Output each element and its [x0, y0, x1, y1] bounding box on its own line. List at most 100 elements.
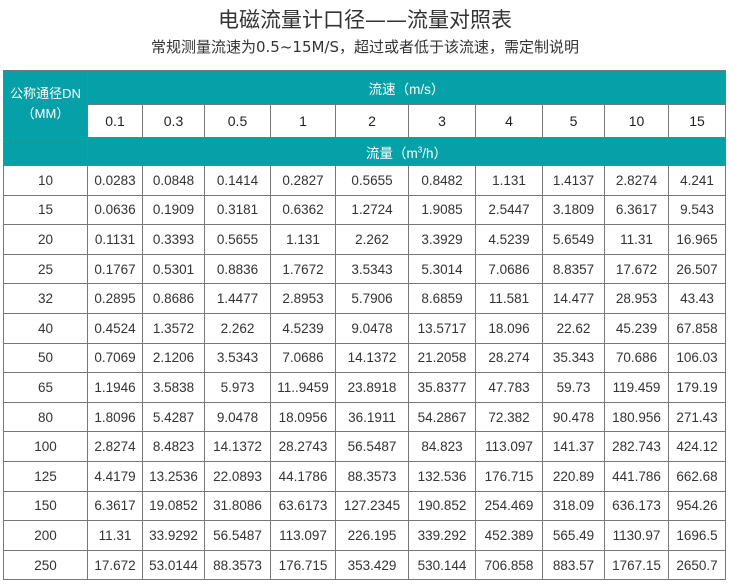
flow-cell: 72.382 [475, 401, 543, 433]
flow-cell: 43.43 [667, 283, 727, 314]
flow-header: 流量（m3/h） [86, 137, 727, 166]
flow-cell: 220.89 [542, 460, 605, 492]
flow-cell: 452.389 [475, 520, 543, 551]
flow-cell: 339.292 [408, 520, 476, 551]
table-row: 250 17.672 53.0144 88.3573 176.715 353.429 530… [3, 549, 727, 581]
dn-cell: 15 [3, 194, 88, 226]
flow-cell: 3.5343 [335, 253, 409, 285]
flow-cell: 6.3617 [87, 490, 143, 522]
flow-cell: 13.2536 [142, 460, 205, 492]
flow-cell: 28.953 [604, 283, 669, 314]
dn-cell: 80 [3, 401, 88, 433]
flow-cell: 31.8086 [204, 490, 271, 522]
table-row: 15 0.0636 0.1909 0.3181 0.6362 1.2724 1.9085 2.… [3, 194, 727, 226]
table-row: 40 0.4524 1.3572 2.262 4.5239 9.0478 13.5717 18… [3, 312, 727, 344]
flow-cell: 226.195 [335, 520, 409, 551]
flow-cell: 13.5717 [408, 312, 476, 344]
dn-cell: 250 [3, 549, 88, 581]
flow-cell: 0.6362 [270, 194, 336, 226]
velocity-cell: 3 [408, 104, 476, 138]
flow-cell: 0.1414 [204, 165, 271, 196]
flow-cell: 0.8836 [204, 253, 271, 285]
table-row: 200 11.31 33.9292 56.5487 113.097 226.195 339.… [3, 520, 727, 551]
flow-cell: 11..9459 [270, 372, 336, 403]
flow-header-suffix: /h） [422, 145, 447, 161]
flow-cell: 106.03 [667, 342, 727, 374]
flow-cell: 56.5487 [204, 520, 271, 551]
dn-cell: 150 [3, 490, 88, 522]
velocity-row: 0.1 0.3 0.5 1 2 3 4 5 10 15 [4, 104, 727, 138]
flow-cell: 176.715 [270, 549, 336, 581]
flow-cell: 1767.15 [604, 549, 669, 581]
dn-cell: 100 [3, 431, 88, 462]
flow-cell: 2.5447 [475, 194, 543, 226]
flow-cell: 1696.5 [667, 520, 727, 551]
flow-cell: 4.5239 [270, 312, 336, 344]
flow-cell: 3.5838 [142, 372, 205, 403]
flow-cell: 22.0893 [204, 460, 271, 492]
flow-cell: 0.4524 [87, 312, 143, 344]
flow-cell: 3.5343 [204, 342, 271, 374]
flow-cell: 35.8377 [408, 372, 476, 403]
flow-cell: 23.8918 [335, 372, 409, 403]
table-row: 50 0.7069 2.1206 3.5343 7.0686 14.1372 21.2058… [3, 342, 727, 374]
flow-cell: 4.4179 [87, 460, 143, 492]
flow-cell: 179.19 [667, 372, 727, 403]
table-row: 65 1.1946 3.5838 5.973 11..9459 23.8918 35.837… [3, 372, 727, 403]
flow-cell: 176.715 [475, 460, 543, 492]
flow-cell: 17.672 [604, 253, 669, 285]
flow-cell: 14.1372 [335, 342, 409, 374]
flow-cell: 88.3573 [204, 549, 271, 581]
flow-cell: 0.3181 [204, 194, 271, 226]
dn-cell: 50 [3, 342, 88, 374]
dn-cell: 65 [3, 372, 88, 403]
flow-cell: 0.2827 [270, 165, 336, 196]
flow-cell: 353.429 [335, 549, 409, 581]
flow-cell: 1.1946 [87, 372, 143, 403]
flow-cell: 44.1786 [270, 460, 336, 492]
flow-cell: 17.672 [87, 549, 143, 581]
flow-cell: 2.262 [335, 224, 409, 255]
flow-cell: 0.5301 [142, 253, 205, 285]
flow-cell: 0.5655 [335, 165, 409, 196]
flow-cell: 7.0686 [270, 342, 336, 374]
flow-cell: 5.6549 [542, 224, 605, 255]
velocity-cell: 4 [475, 104, 543, 138]
dn-header: 公称通径DN （MM） [3, 70, 88, 138]
flow-cell: 565.49 [542, 520, 605, 551]
flow-header-prefix: 流量（m [366, 145, 418, 161]
flow-cell: 47.783 [475, 372, 543, 403]
flow-cell: 1.131 [270, 224, 336, 255]
page-title: 电磁流量计口径——流量对照表 [218, 8, 512, 32]
flow-cell: 84.823 [408, 431, 476, 462]
flow-cell: 0.8686 [142, 283, 205, 314]
dn-cell: 10 [3, 165, 88, 196]
velocity-header: 流速（m/s） [86, 70, 727, 105]
flow-cell: 0.5655 [204, 224, 271, 255]
velocity-cell: 0.5 [204, 104, 271, 138]
flow-cell: 63.6173 [270, 490, 336, 522]
velocity-cell: 10 [604, 104, 669, 138]
flow-cell: 5.4287 [142, 401, 205, 433]
flow-cell: 11.581 [475, 283, 543, 314]
flow-cell: 113.097 [475, 431, 543, 462]
flow-cell: 2650.7 [667, 549, 727, 581]
flow-cell: 0.7069 [87, 342, 143, 374]
flow-cell: 1.9085 [408, 194, 476, 226]
dn-cell: 200 [3, 520, 88, 551]
table-row: 32 0.2895 0.8686 1.4477 2.8953 5.7906 8.6859 11… [3, 283, 727, 314]
dn-cell: 20 [3, 224, 88, 255]
flow-cell: 35.343 [542, 342, 605, 374]
flow-cell: 0.8482 [408, 165, 476, 196]
dn-cell: 25 [3, 253, 88, 285]
flow-cell: 11.31 [87, 520, 143, 551]
flow-cell: 9.543 [667, 194, 727, 226]
flow-cell: 3.3929 [408, 224, 476, 255]
flow-cell: 119.459 [604, 372, 669, 403]
flow-cell: 113.097 [270, 520, 336, 551]
flow-cell: 1.2724 [335, 194, 409, 226]
flow-cell: 3.1809 [542, 194, 605, 226]
flow-cell: 8.6859 [408, 283, 476, 314]
flow-cell: 0.2895 [87, 283, 143, 314]
flow-cell: 883.57 [542, 549, 605, 581]
